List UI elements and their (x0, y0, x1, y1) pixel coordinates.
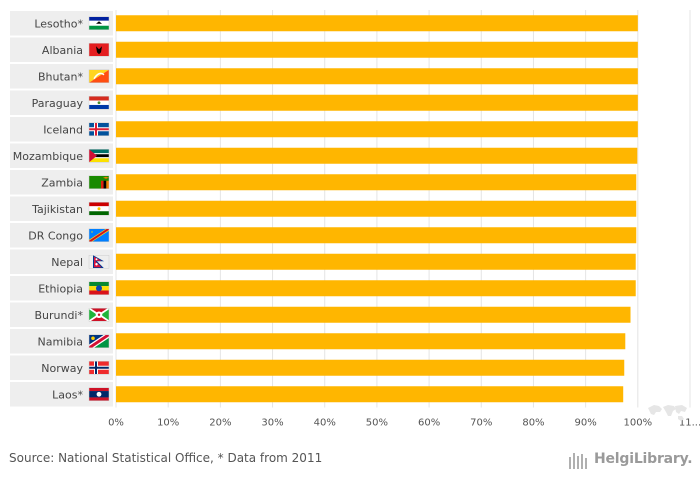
chart-row: Tajikistan (10, 196, 637, 221)
chart-row: Burundi* (10, 302, 631, 327)
ethiopia-flag-icon (88, 281, 110, 295)
library-logo-icon (569, 453, 587, 469)
x-tick-label: 60% (418, 418, 440, 429)
burundi-flag-icon (88, 308, 110, 322)
row-label: Ethiopia (38, 282, 83, 295)
bar[interactable] (116, 174, 637, 191)
bar[interactable] (116, 68, 638, 85)
chart-row: Paraguay (10, 90, 638, 115)
drcongo-flag-icon (88, 228, 110, 242)
logo-text: HelgiLibrary. (594, 451, 693, 467)
chart-row: Bhutan* (10, 64, 638, 89)
chart-row: DR Congo (10, 223, 637, 248)
bar[interactable] (116, 41, 638, 58)
bar[interactable] (116, 147, 638, 164)
row-label: Albania (42, 44, 83, 57)
namibia-flag-icon (88, 334, 110, 348)
norway-flag-icon (88, 361, 110, 375)
row-label: Lesotho* (34, 17, 83, 30)
paraguay-flag-icon (88, 96, 110, 110)
bar[interactable] (116, 200, 637, 217)
row-label: Iceland (43, 123, 83, 136)
lesotho-flag-icon (88, 16, 110, 30)
row-label: Paraguay (32, 97, 84, 110)
chart-row: Iceland (10, 117, 638, 142)
chart-row: Albania (10, 37, 638, 62)
bar-chart: Lesotho* Albania Bhutan* Paraguay Iceland Moz… (10, 10, 700, 429)
helgilibrary-logo[interactable]: HelgiLibrary. (568, 449, 693, 471)
iceland-flag-icon (88, 122, 110, 136)
chart-row: Nepal (10, 249, 636, 274)
chart-row: Mozambique (10, 143, 638, 168)
bar[interactable] (116, 306, 631, 323)
bar[interactable] (116, 253, 636, 270)
row-label: DR Congo (28, 229, 83, 242)
row-label: Mozambique (13, 150, 83, 163)
row-label: Laos* (52, 388, 83, 401)
source-note: Source: National Statistical Office, * D… (9, 451, 323, 465)
bar[interactable] (116, 227, 637, 244)
zambia-flag-icon (88, 175, 110, 189)
x-axis: 0% 10% 20% 30% 40% 50% 60% 70% 80% 90% 100% 11... (108, 418, 700, 429)
row-label: Tajikistan (31, 203, 83, 216)
laos-flag-icon (88, 387, 110, 401)
x-tick-label: 0% (108, 418, 124, 429)
x-tick-label: 50% (366, 418, 388, 429)
row-label: Zambia (41, 176, 83, 189)
chart-row: Zambia (10, 170, 637, 195)
bar[interactable] (116, 280, 636, 297)
chart-row: Laos* (10, 382, 624, 407)
bar[interactable] (116, 333, 626, 350)
bar[interactable] (116, 15, 638, 32)
chart-row: Ethiopia (10, 276, 636, 301)
x-tick-label: 30% (261, 418, 283, 429)
albania-flag-icon (88, 43, 110, 57)
row-label: Bhutan* (38, 70, 84, 83)
chart-rows: Lesotho* Albania Bhutan* Paraguay Iceland Moz… (10, 11, 638, 407)
bar[interactable] (116, 94, 638, 111)
x-tick-label: 90% (575, 418, 597, 429)
x-tick-label: 70% (470, 418, 492, 429)
chart-row: Namibia (10, 329, 626, 354)
chart-row: Norway (10, 355, 625, 380)
row-label: Burundi* (34, 309, 83, 322)
world-map-icon[interactable] (645, 402, 689, 424)
bar[interactable] (116, 359, 625, 376)
mozambique-flag-icon (88, 149, 110, 163)
chart-row: Lesotho* (10, 11, 638, 36)
x-tick-label: 80% (522, 418, 544, 429)
bar[interactable] (116, 386, 624, 403)
row-label: Nepal (51, 256, 83, 269)
x-tick-label: 20% (209, 418, 231, 429)
x-tick-label: 10% (157, 418, 179, 429)
tajikistan-flag-icon (88, 202, 110, 216)
row-label: Namibia (37, 335, 83, 348)
row-label: Norway (41, 362, 83, 375)
bhutan-flag-icon (88, 69, 110, 83)
x-tick-label: 11... (679, 418, 700, 429)
x-tick-label: 40% (314, 418, 336, 429)
bar[interactable] (116, 121, 638, 138)
nepal-flag-icon (88, 255, 110, 269)
x-tick-label: 100% (624, 418, 653, 429)
